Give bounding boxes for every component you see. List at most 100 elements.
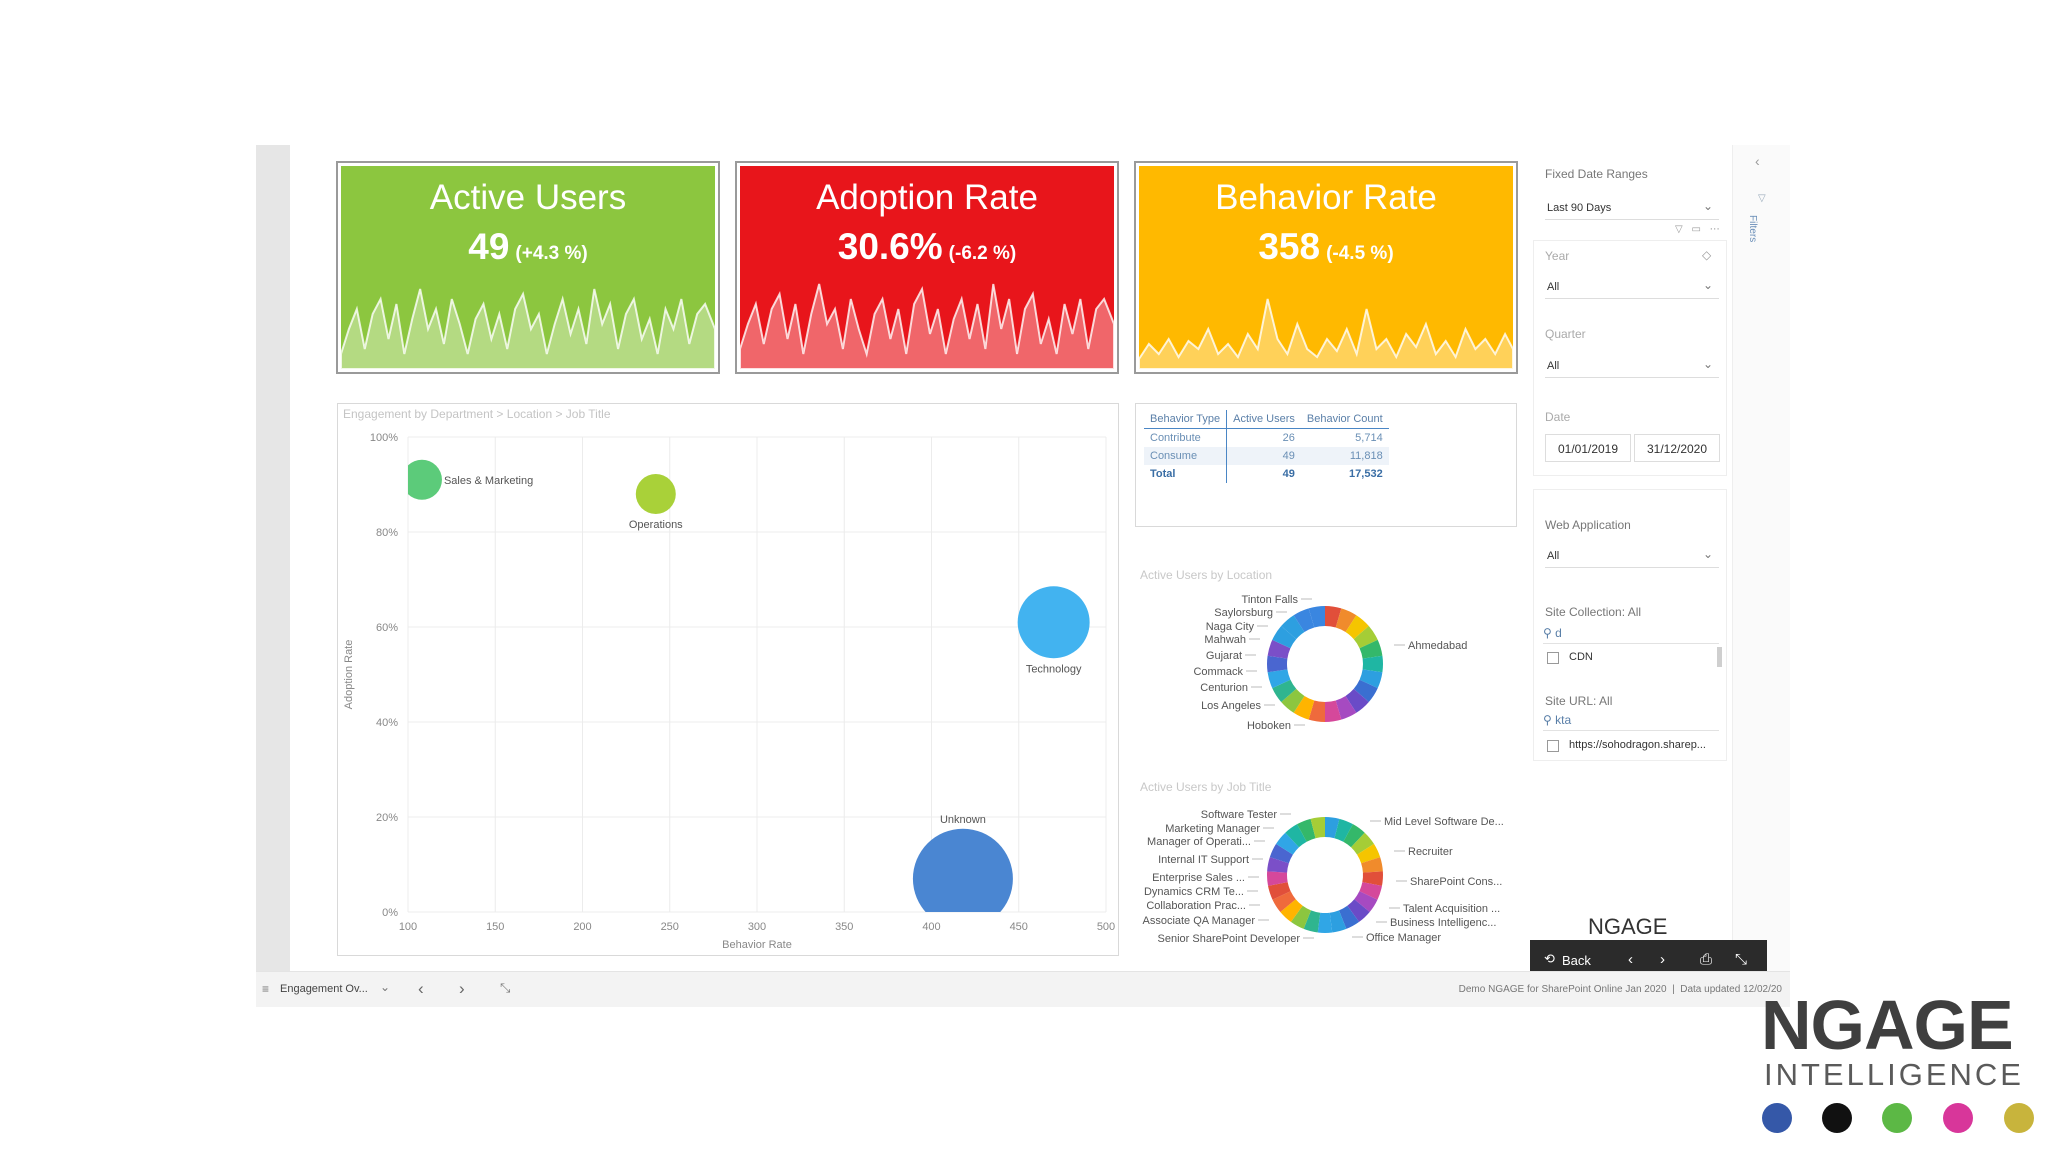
donut-slice[interactable] — [1267, 639, 1291, 659]
donut-slice[interactable] — [1317, 912, 1333, 933]
site-collection-search[interactable]: ⚲ d — [1543, 626, 1719, 644]
bubble-technology[interactable] — [1017, 586, 1090, 659]
donut-slice[interactable] — [1290, 905, 1312, 929]
bubble-chart-svg[interactable]: 100 150 200 250 300 350 400 450 500 0% 20% 40% 60% 80… — [338, 404, 1120, 957]
donut-slice[interactable] — [1297, 818, 1316, 842]
site-collection-checkbox[interactable] — [1547, 652, 1559, 664]
kpi-card-adoption-rate[interactable]: Adoption Rate 30.6% (-6.2 %) — [735, 161, 1119, 374]
bubble-unknown[interactable] — [912, 828, 1013, 929]
donut-slice[interactable] — [1267, 669, 1291, 689]
donut-slice[interactable] — [1310, 817, 1325, 839]
year-label: Year — [1545, 249, 1570, 263]
web-application-select[interactable]: All ⌄ — [1545, 544, 1719, 568]
donut-slice[interactable] — [1276, 832, 1299, 855]
bubble-chart-panel[interactable]: Engagement by Department > Location > Jo… — [337, 403, 1119, 956]
fixed-date-select[interactable]: Last 90 Days ⌄ — [1545, 196, 1719, 220]
donut-label: Saylorsburg — [1214, 607, 1273, 619]
site-url-checkbox[interactable] — [1547, 740, 1559, 752]
donut-slice[interactable] — [1335, 608, 1357, 633]
donut-slice[interactable] — [1359, 639, 1383, 659]
next-page-icon[interactable]: › — [459, 979, 465, 998]
eraser-icon[interactable]: ◇ — [1702, 248, 1712, 262]
back-icon[interactable]: ⟲ — [1544, 951, 1555, 966]
more-options-icon[interactable]: ⋯ — [1709, 224, 1720, 235]
donut-slice[interactable] — [1359, 882, 1382, 900]
donut-slice[interactable] — [1334, 818, 1353, 842]
donut-slice[interactable] — [1345, 688, 1369, 713]
collapse-icon[interactable]: ⤡ — [1735, 951, 1748, 968]
donut-slice[interactable] — [1272, 679, 1297, 702]
donut-slice[interactable] — [1281, 688, 1305, 713]
donut-slice[interactable] — [1267, 871, 1288, 886]
previous-icon[interactable]: ‹ — [1628, 951, 1633, 968]
column-header[interactable]: Active Users — [1226, 410, 1301, 429]
donut-slice[interactable] — [1335, 695, 1357, 720]
date-to-input[interactable]: 31/12/2020 — [1634, 434, 1720, 462]
donut-slice[interactable] — [1345, 615, 1369, 640]
donut-slice[interactable] — [1362, 655, 1383, 673]
donut-slice[interactable] — [1353, 679, 1378, 702]
chevron-down-icon[interactable]: ⌄ — [380, 980, 391, 994]
donut-slice[interactable] — [1362, 871, 1383, 886]
column-header[interactable]: Behavior Count — [1300, 410, 1389, 429]
collapse-chevron-icon[interactable]: ‹ — [1755, 153, 1760, 169]
site-filter-card — [1533, 489, 1727, 761]
table-row[interactable]: Consume 49 11,818 — [1144, 447, 1389, 465]
previous-page-icon[interactable]: ‹ — [418, 979, 424, 998]
site-collection-option[interactable]: CDN — [1569, 651, 1593, 663]
donut-slice[interactable] — [1361, 857, 1383, 873]
donut-slice[interactable] — [1357, 843, 1381, 864]
donut-slice[interactable] — [1343, 824, 1365, 848]
donut-slice[interactable] — [1285, 824, 1307, 848]
focus-mode-icon[interactable]: ▭ — [1691, 224, 1701, 235]
kpi-card-behavior-rate[interactable]: Behavior Rate 358 (-4.5 %) — [1134, 161, 1518, 374]
behavior-table-panel[interactable]: Behavior Type Active Users Behavior Coun… — [1135, 403, 1517, 527]
filters-tab-label[interactable]: Filters — [1747, 215, 1758, 243]
donut-slice[interactable] — [1303, 910, 1321, 933]
filters-pane-collapsed[interactable]: ‹ ▽ Filters — [1732, 145, 1790, 971]
donut-slice[interactable] — [1267, 655, 1288, 673]
page-selector[interactable]: Engagement Ov... — [280, 983, 368, 995]
donut-slice[interactable] — [1281, 615, 1305, 640]
donut-slice[interactable] — [1325, 700, 1342, 722]
donut-slice[interactable] — [1329, 910, 1347, 933]
print-icon[interactable]: ⎙ — [1700, 951, 1713, 968]
donut-slice[interactable] — [1268, 882, 1291, 900]
date-from-input[interactable]: 01/01/2019 — [1545, 434, 1631, 462]
donut-slice[interactable] — [1280, 899, 1303, 922]
donut-slice[interactable] — [1354, 891, 1378, 912]
filter-icon[interactable]: ▽ — [1675, 224, 1683, 235]
donut-slice[interactable] — [1359, 669, 1383, 689]
site-url-option[interactable]: https://sohodragon.sharep... — [1569, 739, 1706, 751]
donut-jobtitle-chart[interactable]: Software Tester Marketing ManagerManager … — [1110, 800, 1530, 960]
donut-slice[interactable] — [1308, 700, 1325, 722]
site-url-search[interactable]: ⚲ kta — [1543, 713, 1719, 731]
donut-slice[interactable] — [1338, 905, 1360, 929]
column-header[interactable]: Behavior Type — [1144, 410, 1227, 429]
donut-slice[interactable] — [1269, 843, 1293, 864]
quarter-select[interactable]: All ⌄ — [1545, 354, 1719, 378]
donut-slice[interactable] — [1293, 608, 1315, 633]
donut-slice[interactable] — [1293, 695, 1315, 720]
donut-slice[interactable] — [1325, 817, 1340, 839]
donut-slice[interactable] — [1325, 606, 1342, 628]
donut-slice[interactable] — [1347, 899, 1370, 922]
back-button[interactable]: Back — [1562, 953, 1591, 968]
table-row[interactable]: Contribute 26 5,714 — [1144, 428, 1389, 447]
fit-page-icon[interactable]: ⤡ — [500, 980, 511, 995]
donut-slice[interactable] — [1353, 626, 1378, 649]
donut-slice[interactable] — [1272, 626, 1297, 649]
donut-slice[interactable] — [1308, 606, 1325, 628]
year-select[interactable]: All ⌄ — [1545, 275, 1719, 299]
donut-slice[interactable] — [1351, 832, 1374, 855]
pages-menu-icon[interactable]: ≡ — [262, 982, 270, 996]
next-icon[interactable]: › — [1660, 951, 1665, 968]
bubble-sales-marketing[interactable] — [402, 459, 442, 500]
donut-slice[interactable] — [1267, 857, 1289, 873]
scrollbar[interactable] — [1717, 647, 1722, 667]
y-tick-label: 80% — [376, 527, 398, 539]
kpi-card-active-users[interactable]: Active Users 49 (+4.3 %) — [336, 161, 720, 374]
bubble-operations[interactable] — [635, 474, 676, 514]
donut-slice[interactable] — [1272, 891, 1296, 912]
